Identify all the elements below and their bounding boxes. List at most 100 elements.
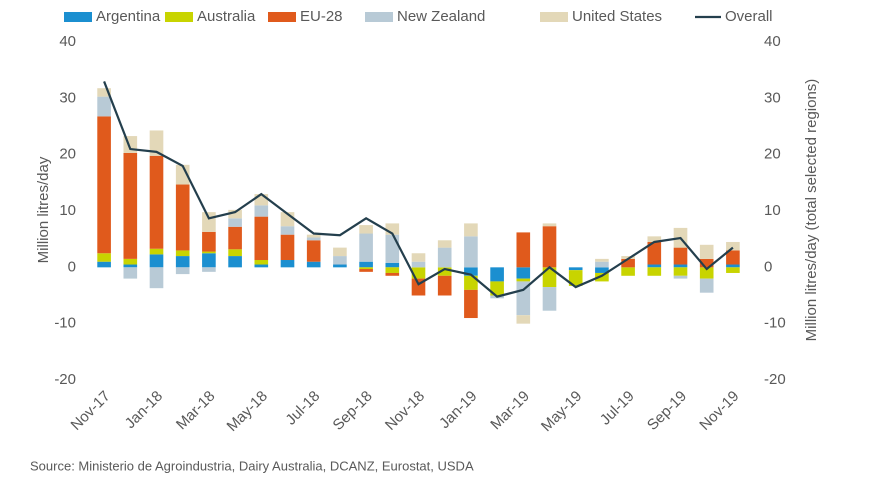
bar-segment xyxy=(647,267,662,276)
bar-segment xyxy=(175,256,190,268)
legend-swatch xyxy=(268,12,296,22)
bar-segment xyxy=(254,205,269,217)
y2-tick-label: 20 xyxy=(764,146,781,163)
bar-segment xyxy=(385,272,400,276)
x-tick-label: Jul-19 xyxy=(597,388,638,429)
bar-segment xyxy=(437,267,452,276)
y2-tick-label: 10 xyxy=(764,202,781,219)
legend-label: Overall xyxy=(725,8,773,25)
bar-segment xyxy=(359,261,373,268)
bar-segment xyxy=(516,315,531,324)
bar-segment xyxy=(464,275,478,290)
legend-label: Australia xyxy=(197,8,256,25)
y2-tick-label: 40 xyxy=(764,33,781,50)
bar-segment xyxy=(595,258,609,262)
y-tick-label: 0 xyxy=(68,258,76,275)
y-tick-label: 20 xyxy=(59,146,76,163)
bar-segment xyxy=(568,270,583,286)
x-tick-label: Jan-19 xyxy=(436,388,480,432)
y2-tick-label: -10 xyxy=(764,315,786,332)
bar-segment xyxy=(464,289,478,319)
y-tick-label: 10 xyxy=(59,202,76,219)
bar-segment xyxy=(385,234,400,263)
x-tick-label: Nov-18 xyxy=(382,388,428,434)
bar-segment xyxy=(726,241,740,251)
bar-segment xyxy=(464,267,478,276)
legend-label: United States xyxy=(572,8,662,25)
x-tick-label: Sep-18 xyxy=(330,388,376,434)
bar-segment xyxy=(202,231,216,252)
bar-segment xyxy=(464,236,478,268)
bar-segment xyxy=(97,261,111,268)
bar-segment xyxy=(359,269,373,272)
bar-segment xyxy=(149,130,164,156)
x-tick-label: Nov-17 xyxy=(68,388,114,434)
bar-segment xyxy=(411,253,426,262)
bar-segment xyxy=(621,267,635,276)
bar-segment xyxy=(175,184,190,251)
bar-segment xyxy=(490,281,504,296)
bar-segment xyxy=(359,233,373,262)
bar-segment xyxy=(254,260,269,265)
bar-segment xyxy=(411,261,426,268)
bar-segment xyxy=(202,251,216,254)
bar-segment xyxy=(97,116,111,254)
bar-segment xyxy=(699,258,714,268)
bar-segment xyxy=(542,223,557,227)
bar-segment xyxy=(595,272,609,282)
bar-segment xyxy=(175,164,190,185)
y2-tick-label: 0 xyxy=(764,258,772,275)
bar-segment xyxy=(97,96,111,117)
bar-segment xyxy=(149,267,164,289)
bar-segment xyxy=(123,267,138,279)
bar-segment xyxy=(228,256,242,268)
bar-segment xyxy=(726,264,740,268)
bar-segment xyxy=(202,267,216,272)
bar-segment xyxy=(568,267,583,271)
bar-segment xyxy=(202,253,216,268)
bar-segment xyxy=(333,264,347,268)
legend-label: EU-28 xyxy=(300,8,343,25)
bar-segment xyxy=(385,267,400,273)
x-tick-label: May-18 xyxy=(224,388,271,435)
bar-segment xyxy=(202,212,216,232)
legend-swatch xyxy=(64,12,92,22)
bar-segment xyxy=(411,267,426,279)
overall-line xyxy=(103,81,734,298)
bar-segment xyxy=(254,194,269,206)
bar-segment xyxy=(542,226,557,268)
bar-segment xyxy=(149,254,164,268)
bar-segment xyxy=(175,250,190,257)
bar-segment xyxy=(516,232,531,268)
bar-segment xyxy=(726,267,740,273)
bar-segment xyxy=(306,237,321,241)
bar-segment xyxy=(385,223,400,235)
bar-segment xyxy=(647,236,662,242)
legend-swatch xyxy=(365,12,393,22)
bar-segment xyxy=(437,247,452,268)
bar-segment xyxy=(595,261,609,268)
legend-label: New Zealand xyxy=(397,8,485,25)
bar-segment xyxy=(254,216,269,261)
bar-segment xyxy=(280,260,295,268)
bar-segment xyxy=(149,155,164,249)
bar-segment xyxy=(280,226,295,235)
x-tick-label: May-19 xyxy=(538,388,585,435)
bar-segment xyxy=(228,249,242,257)
bar-segment xyxy=(647,241,662,265)
y-tick-label: -20 xyxy=(54,371,76,388)
bar-segment xyxy=(595,267,609,273)
bar-segment xyxy=(123,152,138,259)
bar-segment xyxy=(542,287,557,311)
bar-segment xyxy=(175,267,190,275)
y-tick-label: -10 xyxy=(54,315,76,332)
bar-segment xyxy=(97,88,111,97)
bar-segment xyxy=(123,264,138,268)
bar-segment xyxy=(542,267,557,288)
y-tick-label: 30 xyxy=(59,89,76,106)
legend-label: Argentina xyxy=(96,8,161,25)
bar-segment xyxy=(490,267,504,282)
x-tick-label: Mar-19 xyxy=(487,388,533,434)
bar-segment xyxy=(97,253,111,262)
bar-segment xyxy=(726,250,740,265)
